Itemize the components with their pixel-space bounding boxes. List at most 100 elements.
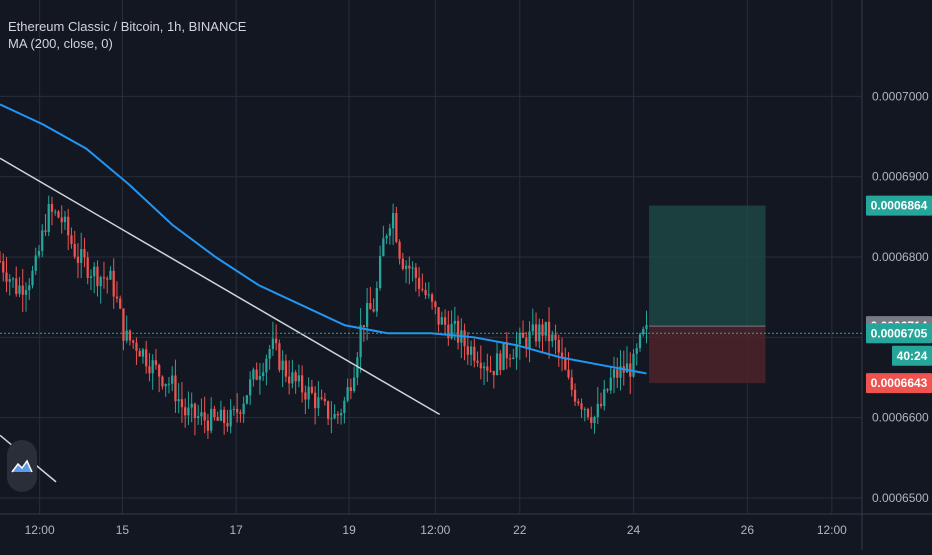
candle-body [557, 339, 560, 353]
candle-body [359, 325, 362, 358]
candle-body [174, 375, 177, 402]
candle-body [398, 241, 401, 259]
candle-body [586, 409, 590, 418]
candle-body [70, 235, 73, 244]
candle-body [401, 258, 404, 269]
candle-body [635, 348, 638, 354]
candle-body [239, 412, 242, 414]
candle-body [262, 372, 265, 376]
legend-indicator[interactable]: MA (200, close, 0) [8, 36, 113, 51]
candle-body [447, 324, 450, 339]
candle-body [275, 338, 278, 344]
candle-body [99, 277, 102, 287]
candle-body [356, 357, 359, 378]
candle-body [521, 332, 525, 338]
candle-body [603, 389, 606, 406]
candle-body [125, 330, 128, 341]
candle-body [135, 342, 138, 351]
legend-symbol[interactable]: Ethereum Classic / Bitcoin, 1h, BINANCE [8, 19, 247, 34]
candle-body [171, 375, 174, 384]
candle-body [24, 290, 28, 295]
candle-body [443, 317, 447, 325]
candle-body [456, 320, 460, 343]
candle-body [223, 409, 226, 424]
candle-body [249, 379, 252, 396]
candle-body [232, 408, 236, 410]
candle-body [492, 370, 495, 376]
candle-body [512, 357, 515, 359]
target-zone [649, 205, 766, 327]
x-tick-label: 17 [230, 523, 244, 537]
stop-zone [649, 326, 766, 384]
y-tick-label: 0.0006500 [872, 491, 929, 505]
candle-body [505, 342, 508, 359]
candle-body [408, 265, 411, 269]
candle-body [281, 360, 284, 370]
candle-body [96, 266, 99, 287]
candle-body [567, 369, 570, 378]
candle-body [255, 369, 258, 380]
candle-body [310, 386, 314, 393]
candle-body [31, 270, 34, 286]
candle-body [67, 216, 70, 236]
candle-body [590, 417, 593, 424]
x-tick-label: 12:00 [420, 523, 450, 537]
candle-body [632, 353, 635, 377]
candle-body [200, 412, 203, 417]
candle-body [190, 403, 193, 408]
candle-body [430, 294, 434, 302]
candle-body [362, 325, 365, 328]
candle-body [11, 278, 15, 280]
candle-body [424, 289, 427, 296]
candle-body [382, 238, 385, 257]
candle-body [554, 334, 557, 340]
candle-body [616, 369, 619, 378]
x-tick-label: 12:00 [25, 523, 55, 537]
candle-body [229, 409, 232, 427]
candle-body [177, 399, 180, 402]
trendline [0, 157, 440, 416]
candle-body [122, 308, 125, 341]
candle-body [210, 408, 213, 431]
candle-body [80, 249, 83, 263]
candle-body [73, 243, 76, 257]
candle-body [560, 352, 564, 359]
candle-body [141, 349, 145, 357]
candle-body [109, 270, 112, 280]
x-tick-label: 22 [513, 523, 527, 537]
price-tag [866, 323, 932, 344]
candle-body [219, 409, 223, 421]
candle-body [128, 330, 132, 341]
candle-body [164, 383, 167, 387]
candle-body [291, 372, 294, 384]
candle-body [2, 261, 5, 273]
y-tick-label: 0.0006900 [872, 170, 929, 184]
tradingview-logo[interactable] [7, 440, 37, 492]
candle-body [391, 212, 395, 229]
candle-body [421, 288, 424, 290]
candle-body [278, 343, 281, 370]
candle-body [339, 413, 343, 416]
price-tag [892, 345, 932, 366]
candle-body [437, 307, 440, 325]
candle-body [145, 349, 148, 367]
candle-body [268, 349, 271, 359]
price-tag-label: 40:24 [897, 349, 928, 363]
candle-body [450, 323, 453, 339]
x-tick-label: 12:00 [817, 523, 847, 537]
candle-body [417, 277, 421, 289]
candle-body [21, 285, 24, 295]
candle-body [93, 266, 96, 277]
candle-body [50, 203, 54, 212]
candle-body [570, 377, 573, 390]
candle-body [538, 324, 541, 342]
candle-body [573, 389, 577, 402]
candle-body [502, 342, 505, 370]
candle-body [486, 366, 489, 371]
candle-body [596, 403, 599, 418]
y-tick-label: 0.0007000 [872, 89, 929, 103]
candle-body [0, 261, 2, 263]
